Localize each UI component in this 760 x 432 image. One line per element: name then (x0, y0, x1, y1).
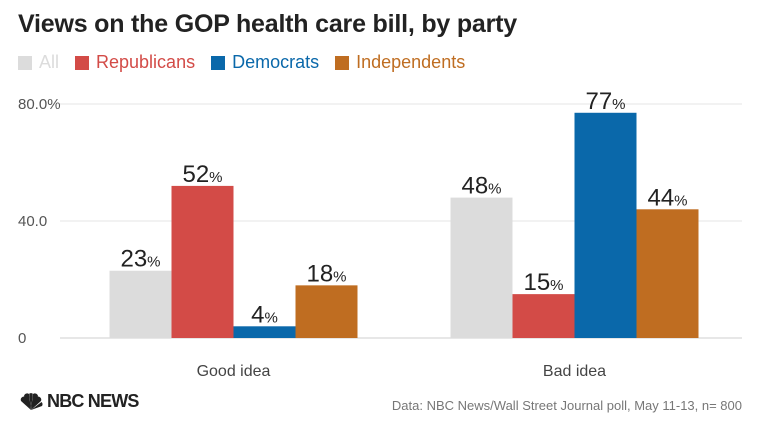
bar (450, 197, 513, 338)
bar (295, 285, 358, 338)
legend-item-democrats: Democrats (211, 52, 319, 73)
legend-label-republicans: Republicans (96, 52, 196, 72)
bar (233, 326, 296, 338)
bar (171, 185, 234, 338)
data-label: 77% (585, 88, 625, 115)
y-tick-label: 0 (18, 330, 26, 347)
data-label: 4% (251, 301, 278, 328)
peacock-icon (20, 392, 43, 410)
legend-label-all: All (39, 52, 60, 72)
data-label: 23% (120, 246, 160, 273)
source-note: Data: NBC News/Wall Street Journal poll,… (391, 398, 742, 413)
data-label: 48% (461, 173, 501, 200)
legend-item-all: All (18, 52, 59, 73)
logo-text: NBC NEWS (47, 391, 139, 411)
chart-title: Views on the GOP health care bill, by pa… (18, 10, 517, 38)
legend-swatch-democrats (211, 55, 226, 70)
legend-label-democrats: Democrats (232, 52, 320, 72)
legend-label-independents: Independents (356, 52, 466, 72)
data-label: 18% (306, 260, 346, 287)
legend-swatch-republicans (75, 55, 90, 70)
legend-item-independents: Independents (335, 52, 465, 73)
data-label: 44% (647, 184, 687, 211)
legend: All Republicans Democrats Independents (18, 52, 481, 73)
bar (109, 270, 172, 338)
y-tick-label: 40.0 (18, 213, 47, 230)
y-tick-label: 80.0% (18, 96, 61, 113)
legend-swatch-all (18, 55, 32, 70)
nbc-news-logo: NBC NEWS (18, 391, 139, 412)
bar (512, 294, 575, 338)
x-tick-label: Bad idea (543, 363, 606, 380)
data-label: 52% (182, 161, 222, 188)
bar (574, 112, 637, 339)
legend-swatch-independents (335, 55, 350, 70)
legend-item-republicans: Republicans (75, 52, 195, 73)
bar (636, 209, 699, 338)
x-tick-label: Good idea (197, 363, 271, 380)
data-label: 15% (523, 269, 563, 296)
